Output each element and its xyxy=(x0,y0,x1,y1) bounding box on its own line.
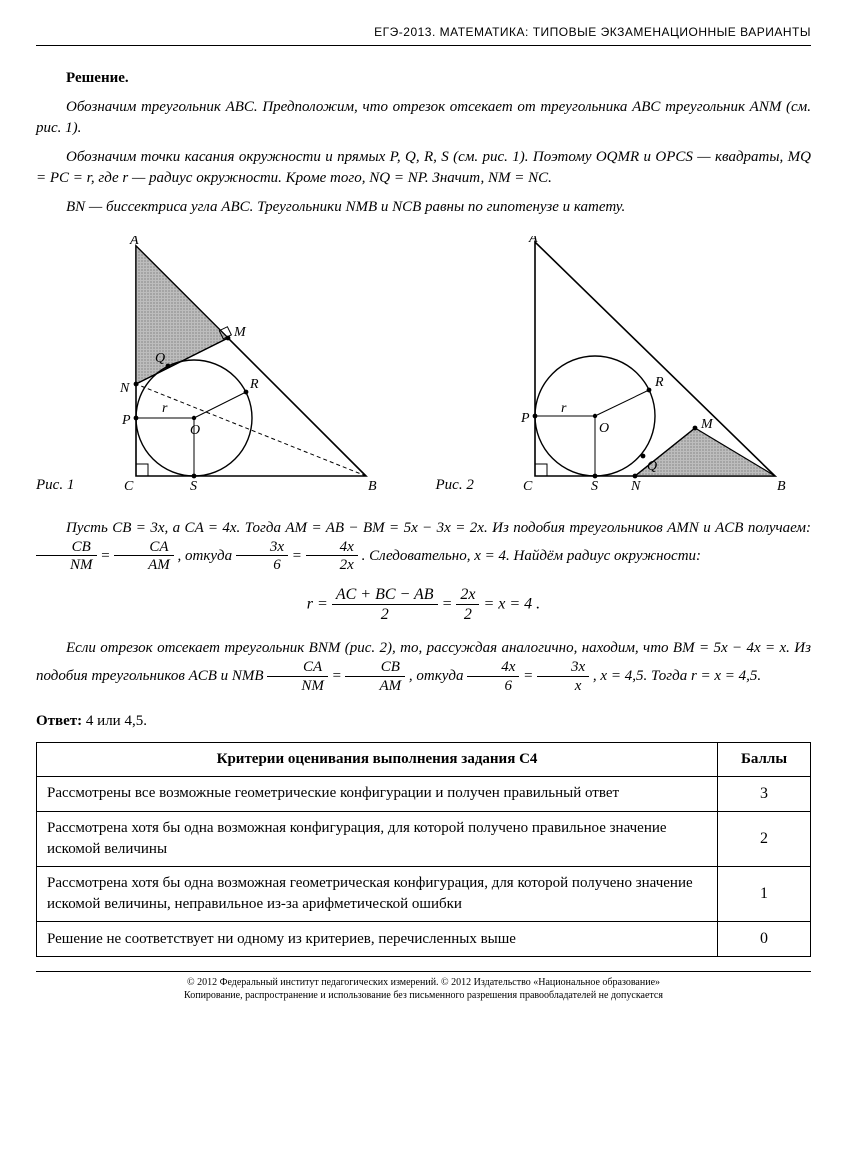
svg-text:N: N xyxy=(119,381,130,396)
svg-text:O: O xyxy=(599,421,609,436)
svg-text:R: R xyxy=(249,377,259,392)
figure-1-label: Рис. 1 xyxy=(36,475,74,496)
figure-2-svg: A B C M N O P Q R S r xyxy=(495,236,795,496)
svg-text:Q: Q xyxy=(155,351,165,366)
page-footer: © 2012 Федеральный институт педагогическ… xyxy=(36,971,811,1002)
solution-label: Решение. xyxy=(66,70,129,86)
svg-text:A: A xyxy=(528,236,538,246)
svg-text:A: A xyxy=(129,236,139,248)
table-row: Решение не соответствует ни одному из кр… xyxy=(37,921,811,956)
paragraph-4: Пусть CB = 3x, а CA = 4x. Тогда AM = AB … xyxy=(36,518,811,575)
svg-text:C: C xyxy=(124,479,134,494)
paragraph-5: Если отрезок отсекает треугольник BNM (р… xyxy=(36,638,811,695)
table-row: Рассмотрена хотя бы одна возможная конфи… xyxy=(37,811,811,866)
page-header: ЕГЭ-2013. МАТЕМАТИКА: ТИПОВЫЕ ЭКЗАМЕНАЦИ… xyxy=(36,24,811,46)
svg-text:B: B xyxy=(777,479,786,494)
figure-1: Рис. 1 xyxy=(36,236,412,496)
figure-1-svg: A B C M N O P Q R S r xyxy=(96,236,396,496)
figure-2: Рис. 2 xyxy=(436,236,812,496)
svg-text:P: P xyxy=(520,411,530,426)
grading-header-points: Баллы xyxy=(718,742,811,776)
answer-label: Ответ: xyxy=(36,713,82,729)
svg-text:C: C xyxy=(523,479,533,494)
solution-heading: Решение. xyxy=(36,68,811,89)
svg-text:N: N xyxy=(630,479,641,494)
equation-r: r = AC + BC − AB2 = 2x2 = x = 4 . xyxy=(36,586,811,624)
paragraph-2: Обозначим точки касания окружности и пря… xyxy=(36,147,811,189)
svg-text:M: M xyxy=(233,325,247,340)
svg-text:B: B xyxy=(368,479,377,494)
svg-text:S: S xyxy=(591,479,598,494)
svg-text:r: r xyxy=(162,401,168,416)
svg-text:R: R xyxy=(654,375,664,390)
svg-text:r: r xyxy=(561,401,567,416)
svg-text:Q: Q xyxy=(647,459,657,474)
table-row: Рассмотрена хотя бы одна возможная геоме… xyxy=(37,866,811,921)
table-row: Рассмотрены все возможные геометрические… xyxy=(37,776,811,811)
svg-text:O: O xyxy=(190,423,200,438)
svg-text:S: S xyxy=(190,479,197,494)
paragraph-3: BN — биссектриса угла ABC. Треугольники … xyxy=(36,197,811,218)
answer-line: Ответ: 4 или 4,5. xyxy=(36,711,811,732)
svg-text:M: M xyxy=(700,417,714,432)
figures-row: Рис. 1 xyxy=(36,236,811,496)
figure-2-label: Рис. 2 xyxy=(436,475,474,496)
grading-table: Критерии оценивания выполнения задания С… xyxy=(36,742,811,958)
svg-text:P: P xyxy=(121,413,131,428)
paragraph-1: Обозначим треугольник ABC. Предположим, … xyxy=(36,97,811,139)
grading-header-criteria: Критерии оценивания выполнения задания С… xyxy=(37,742,718,776)
